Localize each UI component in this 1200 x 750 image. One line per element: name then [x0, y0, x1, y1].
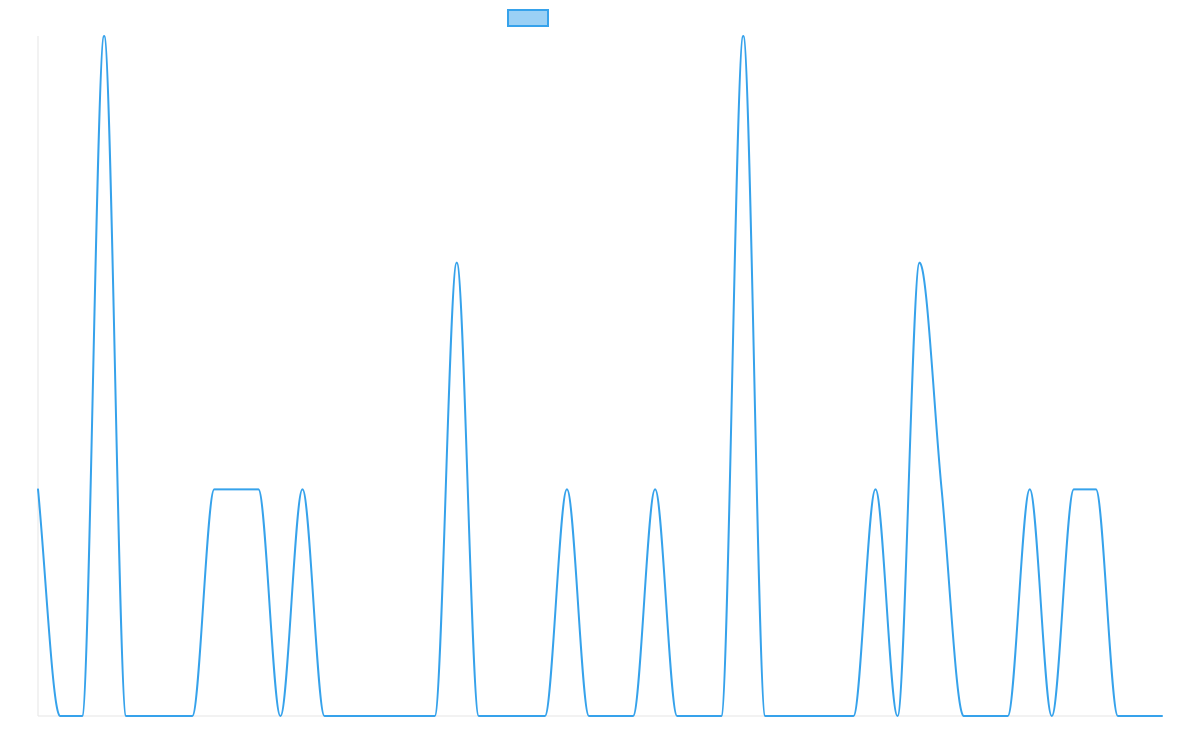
- legend-swatch: [507, 9, 549, 27]
- series-line: [37, 35, 1163, 717]
- series-0: [37, 35, 1163, 717]
